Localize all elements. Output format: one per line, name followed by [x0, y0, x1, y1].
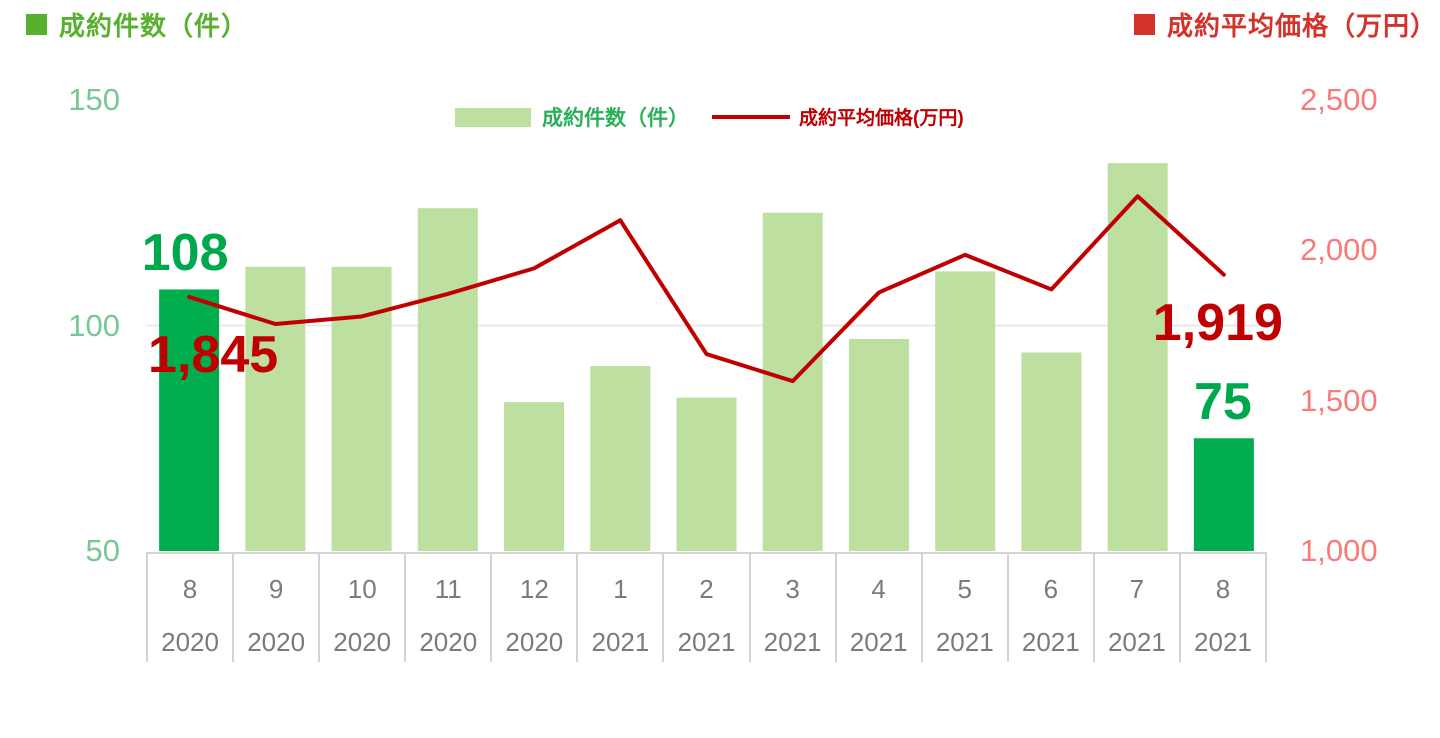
month-label: 3 — [785, 574, 800, 604]
year-label: 2020 — [505, 627, 564, 657]
price-line — [187, 194, 1226, 384]
legend-item-count: 成約件数（件） — [455, 102, 689, 132]
year-label: 2020 — [247, 627, 306, 657]
right-axis-tick-2,000: 2,000 — [1300, 232, 1378, 268]
left-series-title: 成約件数（件） — [26, 6, 248, 43]
year-label: 2021 — [935, 627, 994, 657]
x-cell-6-2021: 6 2021 — [1009, 554, 1095, 662]
year-label: 2021 — [1194, 627, 1252, 657]
right-series-title-text: 成約平均価格（万円） — [1166, 11, 1437, 41]
bar-4-2021 — [848, 339, 909, 551]
month-label: 11 — [434, 574, 462, 604]
price-label-1,919: 1,919 — [1152, 293, 1283, 352]
bar-swatch-icon — [455, 107, 531, 127]
bar-5-2021 — [935, 271, 996, 551]
x-cell-1-2021: 1 2021 — [578, 554, 665, 662]
year-label: 2020 — [419, 627, 478, 657]
legend-price-label: 成約平均価格(万円) — [799, 108, 964, 129]
year-label: 2021 — [677, 627, 736, 657]
year-label: 2021 — [763, 627, 822, 657]
right-axis-tick-1,000: 1,000 — [1300, 533, 1378, 568]
month-label: 8 — [1215, 574, 1231, 604]
month-label: 8 — [182, 574, 198, 604]
legend-item-price: 成約平均価格(万円) — [712, 103, 964, 130]
month-label: 6 — [1043, 574, 1059, 604]
green-square-icon — [26, 14, 47, 35]
bar-7-2021 — [1107, 163, 1168, 551]
bar-8-2020 — [159, 289, 220, 551]
x-cell-2-2021: 2 2021 — [664, 554, 751, 662]
month-label: 1 — [613, 574, 628, 604]
month-label: 12 — [519, 574, 549, 604]
month-label: 7 — [1129, 574, 1145, 604]
red-square-icon — [1133, 14, 1155, 35]
x-cell-5-2021: 5 2021 — [923, 554, 1009, 662]
legend-count-label: 成約件数（件） — [542, 107, 689, 130]
month-label: 4 — [871, 574, 886, 604]
year-label: 2021 — [849, 627, 908, 657]
x-cell-12-2020: 12 2020 — [492, 554, 579, 662]
month-label: 5 — [957, 574, 972, 604]
bar-12-2020 — [504, 402, 565, 551]
right-axis-tick-2,500: 2,500 — [1300, 82, 1378, 117]
year-label: 2021 — [1107, 627, 1166, 657]
left-axis-tick-100: 100 — [68, 307, 120, 343]
x-cell-4-2021: 4 2021 — [837, 554, 923, 662]
x-cell-7-2021: 7 2021 — [1095, 554, 1181, 662]
month-label: 10 — [347, 574, 377, 604]
count-label-75: 75 — [1193, 373, 1252, 432]
year-label: 2020 — [161, 627, 219, 657]
x-cell-8-2020: 8 2020 — [148, 554, 235, 662]
x-cell-10-2020: 10 2020 — [320, 554, 407, 662]
bar-11-2020 — [417, 208, 478, 552]
bar-6-2021 — [1021, 352, 1082, 551]
x-cell-3-2021: 3 2021 — [751, 554, 837, 662]
x-cell-8-2021: 8 2021 — [1181, 554, 1268, 662]
bar-9-2020 — [245, 266, 306, 551]
count-label-108: 108 — [141, 224, 229, 283]
bar-8-2021 — [1193, 438, 1254, 551]
bar-1-2021 — [590, 366, 651, 551]
right-series-title: 成約平均価格（万円） — [1133, 6, 1437, 43]
left-axis-tick-150: 150 — [68, 82, 120, 117]
bar-10-2020 — [331, 266, 392, 551]
right-axis-tick-1,500: 1,500 — [1300, 382, 1378, 418]
x-cell-11-2020: 11 2020 — [406, 554, 493, 662]
line-swatch-icon — [712, 114, 790, 119]
month-label: 9 — [268, 574, 284, 604]
year-label: 2021 — [1021, 627, 1080, 657]
x-cell-9-2020: 9 2020 — [234, 554, 321, 662]
month-label: 2 — [699, 574, 714, 604]
year-label: 2021 — [591, 627, 650, 657]
bar-2-2021 — [676, 397, 737, 551]
left-axis-tick-50: 50 — [85, 533, 120, 568]
category-axis-table: 8 2020 9 2020 10 2020 11 2020 12 2020 1 2021 2 2021 3 2… — [146, 552, 1268, 662]
year-label: 2020 — [333, 627, 392, 657]
left-series-title-text: 成約件数（件） — [59, 11, 249, 41]
price-label-1,845: 1,845 — [148, 325, 279, 384]
